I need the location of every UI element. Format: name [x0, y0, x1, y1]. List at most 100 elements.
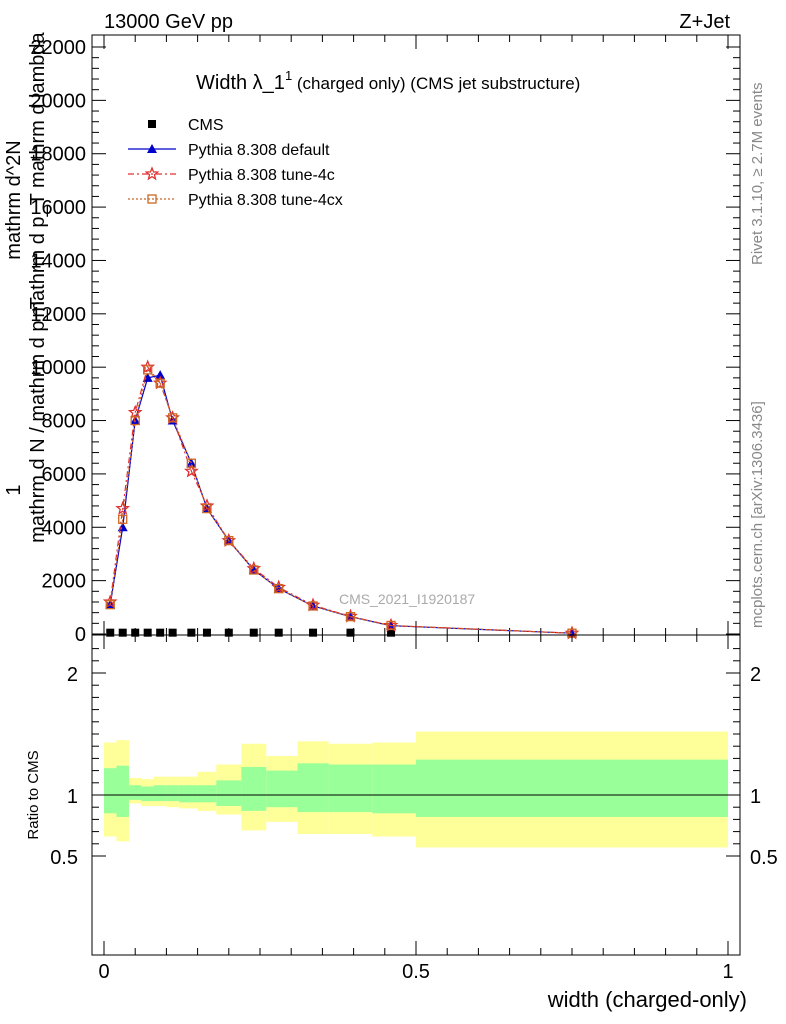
ratio-plot: 0.5 0.5 1 1 2 2 0 0.5 1 — [50, 634, 778, 983]
inner-band-bin — [328, 764, 373, 813]
ratio-xtick-label: 0 — [98, 961, 109, 983]
marker-tune-4cx — [130, 415, 140, 426]
marker-tune-4cx — [186, 458, 197, 468]
ratio-xtick-label: 0.5 — [402, 961, 430, 983]
main-ytick-label: 14000 — [30, 250, 86, 272]
marker-default — [142, 372, 153, 382]
inner-band-bin — [266, 770, 298, 808]
main-ytick-label: 2000 — [42, 571, 87, 593]
ylabel-line-1: 1 — [3, 484, 25, 495]
inner-band-bin — [116, 765, 129, 817]
marker-default — [130, 415, 141, 425]
main-ylabel: 1 mathrm d N / mathrm d p_T mathrm d^2N … — [3, 31, 49, 542]
header-left: 13000 GeV pp — [104, 11, 233, 33]
ratio-ytick-label: 1 — [67, 786, 78, 808]
marker-cms — [274, 628, 283, 637]
mcplots-label: mcplots.cern.ch [arXiv:1306.3436] — [749, 401, 766, 628]
inner-band-bin — [372, 764, 416, 814]
main-ytick-label: 0 — [75, 624, 86, 646]
ylabel-line-4: mathrm d p_T mathrm d lambda — [27, 31, 49, 317]
inner-band-bin — [166, 785, 179, 802]
marker-tune-4cx — [167, 413, 178, 423]
marker-tune-4cx — [105, 600, 115, 610]
marker-cms — [118, 628, 127, 637]
watermark: CMS_2021_I1920187 — [339, 591, 475, 607]
inner-band-bin — [128, 785, 142, 800]
main-ytick-label: 12000 — [30, 304, 86, 326]
marker-tune-4cx — [308, 601, 318, 611]
main-title: Width λ_11 (charged only) (CMS jet subst… — [196, 68, 580, 94]
marker-tune-4cx — [155, 378, 165, 388]
inner-band-bin — [141, 786, 154, 802]
ratio-ytick-label: 2 — [67, 664, 78, 686]
marker-cms — [148, 120, 156, 128]
xlabel: width (charged-only) — [547, 987, 747, 1012]
inner-band-bin — [153, 785, 167, 802]
main-ytick-label: 22000 — [30, 37, 86, 59]
ratio-ytick-label-right: 0.5 — [750, 847, 778, 869]
legend-label: Pythia 8.308 tune-4cx — [188, 192, 343, 209]
ratio-xtick-label: 1 — [722, 961, 733, 983]
main-ytick-label: 6000 — [42, 464, 87, 486]
marker-cms — [131, 628, 140, 637]
marker-cms — [106, 628, 115, 637]
inner-band-bin — [104, 768, 117, 814]
marker-cms — [187, 628, 196, 637]
series-line — [109, 365, 573, 634]
marker-tune-4cx — [143, 365, 153, 375]
legend-entry: Pythia 8.308 tune-4c — [128, 166, 335, 184]
main-ytick-label: 20000 — [30, 90, 86, 112]
marker-tune-4c — [184, 463, 199, 478]
marker-cms — [387, 628, 396, 637]
marker-cms — [309, 628, 318, 637]
main-plot: 0 2000 4000 6000 8000 10000 12000 14000 16000 180… — [30, 34, 741, 646]
main-ytick-label: 4000 — [42, 517, 87, 539]
inner-band-bin — [297, 763, 329, 813]
marker-tune-4cx — [224, 535, 234, 546]
ylabel-line-2: mathrm d N / mathrm d p_T — [27, 297, 49, 543]
marker-tune-4c — [144, 166, 160, 181]
marker-cms — [168, 628, 177, 637]
marker-cms — [224, 628, 233, 637]
inner-band-bin — [241, 766, 267, 811]
main-ytick-label: 16000 — [30, 197, 86, 219]
marker-tune-4cx — [147, 194, 157, 204]
legend-entry: CMS — [148, 117, 224, 134]
marker-tune-4cx — [249, 565, 259, 575]
main-ytick-label: 10000 — [30, 357, 86, 379]
ratio-ytick-label-right: 2 — [750, 664, 761, 686]
series-0 — [106, 628, 396, 637]
marker-tune-4c — [127, 404, 143, 419]
marker-tune-4cx — [274, 583, 284, 594]
ratio-ytick-label-right: 1 — [750, 786, 761, 808]
main-ytick-label: 18000 — [30, 144, 86, 166]
marker-cms — [156, 628, 165, 637]
ratio-ylabel: Ratio to CMS — [25, 750, 42, 839]
marker-default — [155, 370, 166, 380]
legend-label: CMS — [188, 117, 224, 134]
rivet-label: Rivet 3.1.10, ≥ 2.7M events — [749, 83, 766, 266]
ratio-ytick-label: 0.5 — [50, 847, 78, 869]
marker-tune-4cx — [386, 620, 396, 631]
legend-label: Pythia 8.308 tune-4c — [188, 167, 335, 184]
inner-band-bin — [416, 759, 728, 817]
marker-tune-4cx — [118, 514, 128, 524]
inner-band-bin — [216, 780, 242, 806]
marker-tune-4c — [115, 500, 131, 515]
legend-entry: Pythia 8.308 default — [128, 142, 330, 159]
inner-band-bin — [197, 785, 217, 803]
marker-cms — [202, 628, 211, 637]
marker-default — [147, 144, 157, 153]
marker-tune-4cx — [202, 503, 212, 514]
marker-tune-4cx — [345, 612, 356, 622]
header-right: Z+Jet — [679, 11, 730, 33]
main-ytick-label: 8000 — [42, 411, 87, 433]
legend-label: Pythia 8.308 default — [188, 142, 330, 159]
marker-cms — [249, 628, 258, 637]
legend-entry: Pythia 8.308 tune-4cx — [128, 192, 343, 209]
legend: CMS Pythia 8.308 default Pythia 8.308 tune… — [128, 117, 343, 209]
marker-cms — [143, 628, 152, 637]
inner-band-bin — [178, 785, 198, 803]
marker-cms — [346, 628, 355, 637]
